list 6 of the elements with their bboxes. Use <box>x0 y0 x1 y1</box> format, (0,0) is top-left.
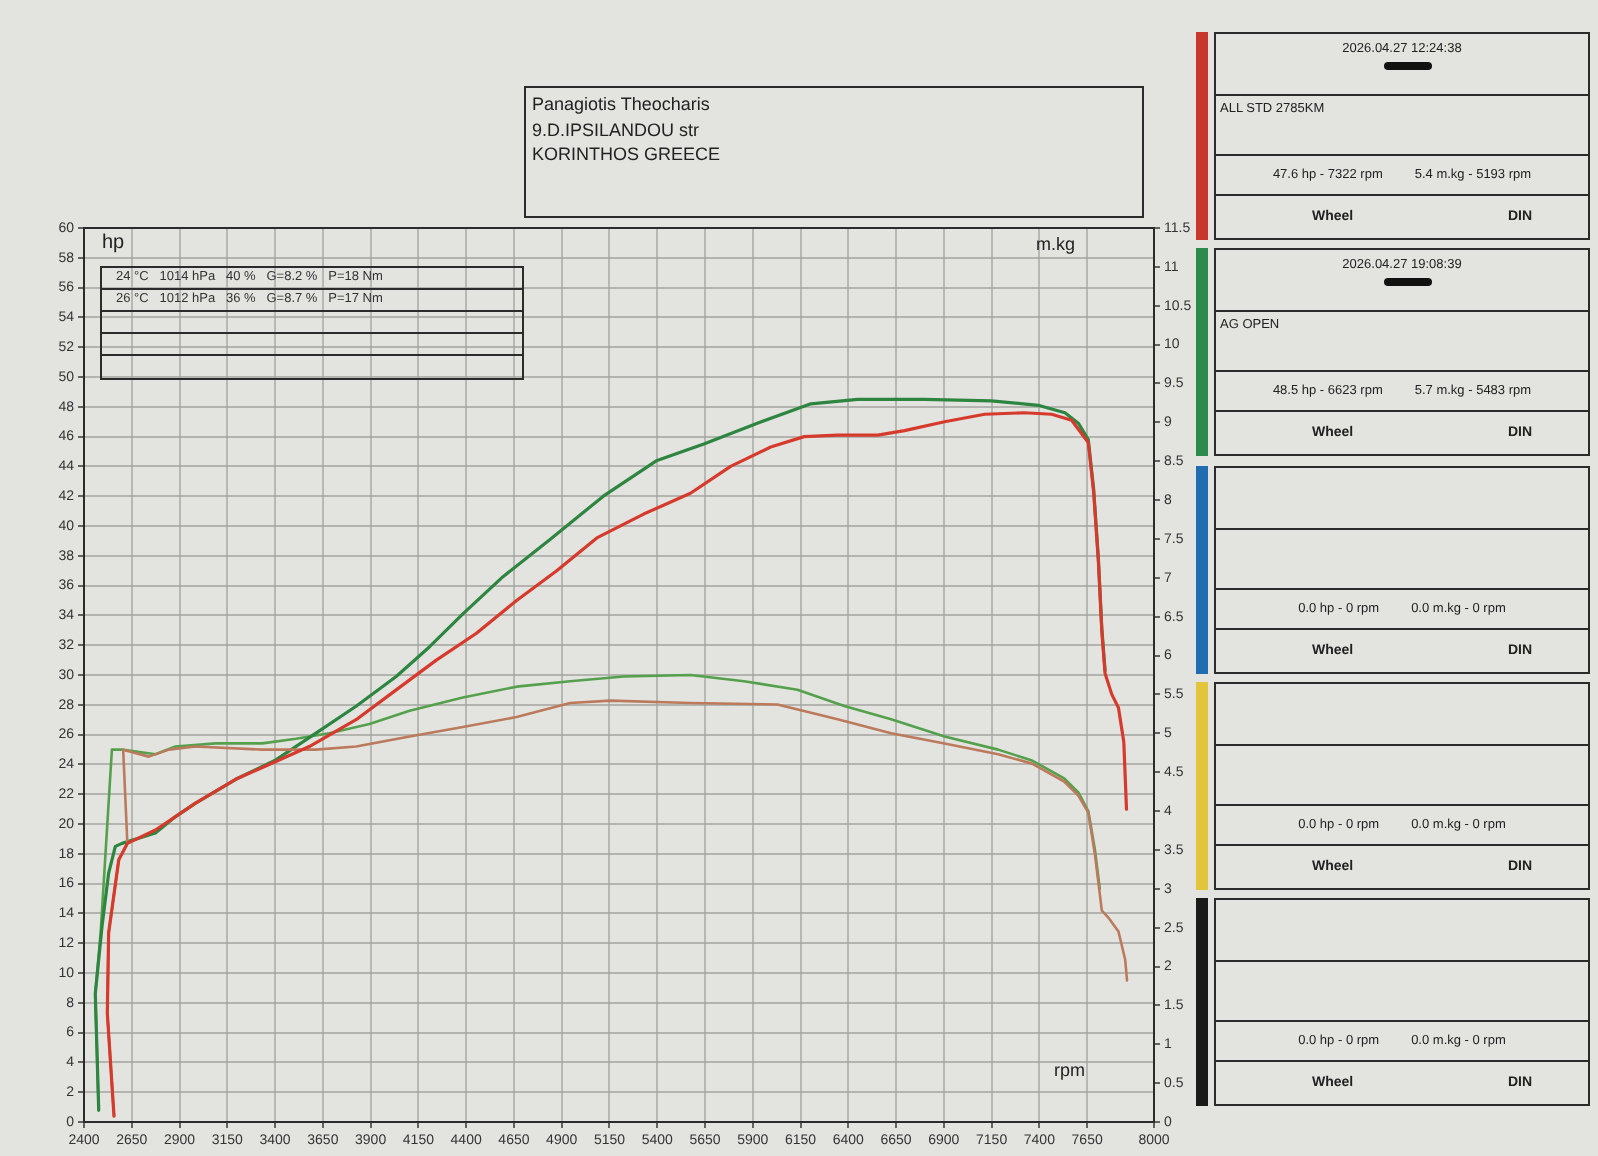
y2-axis-title: m.kg <box>1036 234 1076 254</box>
text: Panagiotis Theocharis <box>532 94 710 114</box>
x-axis-title: rpm <box>1054 1060 1085 1080</box>
text: 9.D.IPSILANDOU str <box>532 119 700 139</box>
y-axis-title: hp <box>102 232 125 254</box>
text: KORINTHOS GREECE <box>532 144 721 164</box>
